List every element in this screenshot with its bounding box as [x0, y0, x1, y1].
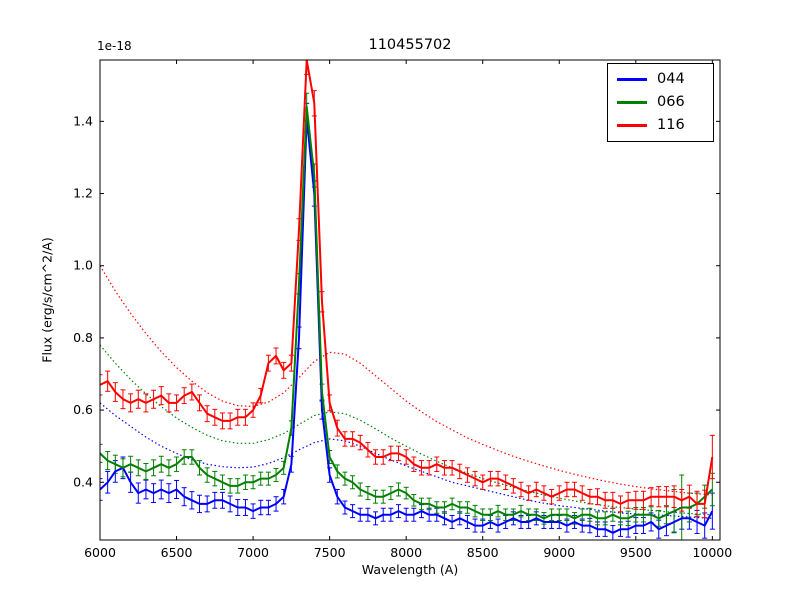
- tick-marks: [99, 60, 720, 540]
- series-116-model: [100, 265, 713, 496]
- y-axis-offset-text: 1e-18: [97, 39, 132, 53]
- y-tick-label: 0.6: [73, 402, 93, 417]
- x-tick-label: 10000: [692, 545, 732, 560]
- legend-entry-116: 116: [617, 117, 704, 134]
- x-tick-label: 8500: [467, 545, 499, 560]
- legend-label: 044: [657, 71, 685, 88]
- x-tick-label: 7000: [237, 545, 269, 560]
- legend-entry-066: 066: [617, 94, 704, 111]
- plot-title: 110455702: [368, 37, 452, 53]
- legend-entry-044: 044: [617, 71, 704, 88]
- plot-data-layer: [100, 60, 715, 540]
- series-066: [100, 105, 713, 520]
- errorbars-044: [100, 102, 715, 540]
- tick-labels: 6000 6500 7000 7500 8000 8500 9000 9500 10000 0.4…: [73, 113, 732, 560]
- series-044-model: [100, 402, 713, 519]
- series-044: [100, 116, 714, 534]
- series-066-model: [100, 344, 713, 516]
- legend-label: 066: [657, 94, 685, 111]
- y-axis-label: Flux (erg/s/cm^2/A): [39, 237, 55, 363]
- y-tick-label: 1.2: [73, 186, 93, 201]
- legend: 044 066 116: [607, 63, 714, 142]
- legend-line-sample-blue: [617, 78, 647, 81]
- x-tick-label: 6500: [161, 545, 193, 560]
- x-tick-label: 8000: [390, 545, 422, 560]
- x-tick-label: 6000: [84, 545, 116, 560]
- y-tick-label: 1.4: [73, 113, 93, 128]
- y-tick-label: 0.4: [73, 474, 93, 489]
- legend-label: 116: [657, 117, 685, 134]
- errorbars-066: [100, 92, 715, 540]
- x-tick-label: 9000: [543, 545, 575, 560]
- y-tick-label: 1.0: [73, 258, 93, 273]
- legend-line-sample-red: [617, 124, 647, 127]
- series-116: [100, 60, 714, 505]
- x-tick-label: 9500: [620, 545, 652, 560]
- y-tick-label: 0.8: [73, 330, 93, 345]
- x-tick-label: 7500: [314, 545, 346, 560]
- legend-line-sample-green: [617, 101, 647, 104]
- x-axis-label: Wavelength (A): [361, 562, 459, 577]
- axes-frame: [99, 59, 721, 541]
